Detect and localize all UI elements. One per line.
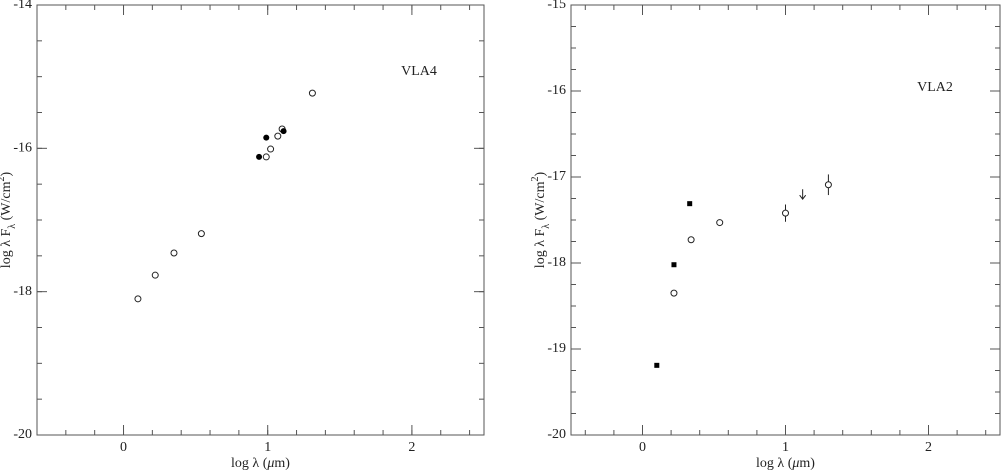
data-point <box>824 181 832 189</box>
y-axis-label-part: 2 <box>0 176 7 181</box>
y-tick-label: -14 <box>13 0 32 12</box>
data-point <box>267 145 275 153</box>
data-point <box>262 153 270 161</box>
y-axis-label: log λ Fλ (W/cm2) <box>530 171 552 268</box>
y-tick-label: -20 <box>13 427 32 442</box>
y-axis-label-part: (W/cm <box>0 181 14 223</box>
x-axis-label-part: log λ ( <box>231 456 268 471</box>
y-axis-label: log λ Fλ (W/cm2) <box>0 171 18 268</box>
data-point <box>782 209 789 217</box>
y-tick-label: -16 <box>547 83 566 98</box>
data-point <box>687 201 693 207</box>
data-point <box>670 289 678 297</box>
y-tick-label: -18 <box>547 255 566 270</box>
data-point <box>197 230 205 238</box>
x-tick-label: 2 <box>408 440 415 455</box>
data-point <box>134 295 142 303</box>
x-axis-label-part: m) <box>274 456 290 471</box>
y-tick-label: -20 <box>547 427 566 442</box>
data-point <box>280 128 287 135</box>
x-tick-label: 2 <box>925 440 932 455</box>
data-point <box>654 362 660 368</box>
upper-limit <box>799 189 807 201</box>
data-point <box>274 132 282 140</box>
data-point <box>687 236 695 244</box>
x-axis-label: log λ (μm) <box>756 456 815 471</box>
data-point <box>716 219 724 227</box>
y-axis-label-part: (W/cm <box>533 181 548 223</box>
y-tick-label: -19 <box>547 341 566 356</box>
x-axis-label-part: m) <box>799 456 815 471</box>
y-axis-label-part: log λ F <box>0 229 14 269</box>
y-axis-label-part: log λ F <box>533 229 548 269</box>
data-point <box>263 134 270 141</box>
y-tick-label: -18 <box>13 284 32 299</box>
x-tick-label: 1 <box>264 440 271 455</box>
y-axis-label-part: ) <box>533 171 548 176</box>
data-point <box>308 89 316 97</box>
x-axis-label-part: μ <box>791 456 799 471</box>
y-tick-label: -16 <box>13 141 32 156</box>
x-tick-label: 1 <box>782 440 789 455</box>
data-point <box>671 262 677 268</box>
y-axis-label-part: λ <box>541 224 552 229</box>
y-axis-label-part: 2 <box>530 176 541 181</box>
data-point <box>256 153 263 160</box>
x-axis-label-part: log λ ( <box>756 456 793 471</box>
y-tick-label: -15 <box>547 0 566 12</box>
y-axis-label-part: ) <box>0 171 14 176</box>
data-point <box>170 249 178 257</box>
data-point <box>151 271 159 279</box>
x-axis-label-part: μ <box>266 456 274 471</box>
y-axis-label-part: λ <box>7 224 18 229</box>
annotation: VLA4 <box>401 64 437 79</box>
annotation: VLA2 <box>917 80 953 95</box>
x-tick-label: 0 <box>120 440 127 455</box>
y-tick-label: -17 <box>547 169 566 184</box>
x-tick-label: 0 <box>639 440 646 455</box>
panel: 0 1 2 -20 -19 -18 -17 -16 -15 log λ (μm) log λ Fλ … <box>530 0 1001 471</box>
x-axis-label: log λ (μm) <box>231 456 290 471</box>
